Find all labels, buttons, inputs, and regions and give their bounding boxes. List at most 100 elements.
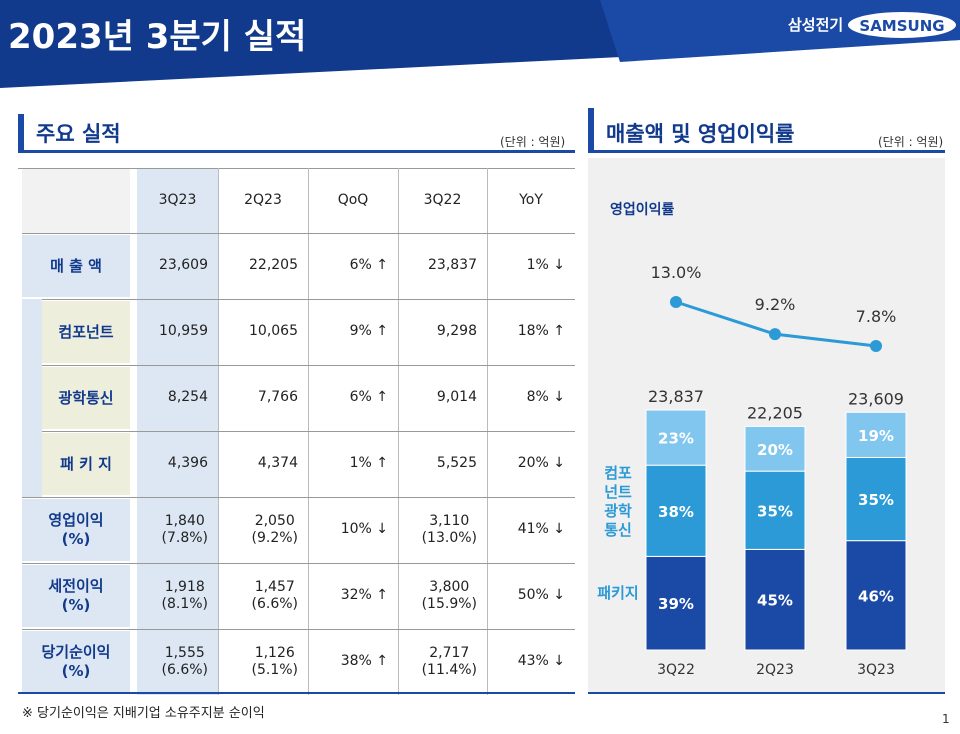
value-label: 45% xyxy=(757,592,793,610)
chart: 3Q22 39% 38% 23% 23,837 2Q23 45% 35% 20% 22,205 3Q… xyxy=(588,158,945,692)
cell: 4,396 xyxy=(167,455,208,472)
row-label: 광학통신 xyxy=(42,367,130,429)
total-label: 22,205 xyxy=(747,403,803,422)
bg xyxy=(22,299,42,365)
section-title: 주요 실적 xyxy=(36,122,121,146)
cell: 1,555 (6.6%) xyxy=(161,644,209,679)
x-tick-label: 2Q23 xyxy=(756,662,794,678)
cell: 3,800 (15.9%) xyxy=(421,578,477,613)
row-label: 패 키 지 xyxy=(42,433,130,495)
legend-label: 컴포 넌트 xyxy=(604,464,632,501)
column-header: 3Q22 xyxy=(423,191,462,208)
cell: 5,525 xyxy=(436,455,477,472)
cell: 4,374 xyxy=(257,455,298,472)
row-rule xyxy=(22,233,575,234)
row-rule xyxy=(22,563,575,564)
cell: 10% ↓ xyxy=(340,521,388,538)
value-label: 35% xyxy=(858,491,894,509)
cell: 7,766 xyxy=(257,389,298,406)
column-header: YoY xyxy=(519,191,543,208)
row-label: 당기순이익 (%) xyxy=(22,631,130,693)
cell: 6% ↑ xyxy=(349,257,388,274)
total-label: 23,837 xyxy=(648,387,704,406)
bar-segment xyxy=(845,456,907,542)
bar-segment xyxy=(744,470,806,550)
column-header: QoQ xyxy=(337,191,369,208)
bg xyxy=(22,431,42,497)
cell: 1,918 (8.1%) xyxy=(161,578,209,613)
legend-label: 패키지 xyxy=(597,584,638,602)
page-number: 1 xyxy=(942,712,950,726)
cell: 2,717 (11.4%) xyxy=(421,644,477,679)
line-name: 영업이익률 xyxy=(610,201,675,218)
section-rule xyxy=(588,150,945,153)
cell: 1,126 (5.1%) xyxy=(251,644,299,679)
header-band: 2023년 3분기 실적 삼성전기 SAMSUNG xyxy=(0,0,960,88)
bg xyxy=(22,365,42,431)
bar-segment xyxy=(645,464,707,557)
line-label: 7.8% xyxy=(856,307,897,326)
total-label: 23,609 xyxy=(848,389,904,408)
logo: SAMSUNG xyxy=(859,17,944,35)
line-point xyxy=(870,340,882,352)
cell: 10,065 xyxy=(249,323,298,340)
cell: 18% ↑ xyxy=(517,323,565,340)
bar-segment xyxy=(845,540,907,651)
cell: 22,205 xyxy=(249,257,298,274)
row-label: 매 출 액 xyxy=(22,235,130,297)
value-label: 23% xyxy=(658,430,694,448)
value-label: 46% xyxy=(858,587,894,605)
column-header: 3Q23 xyxy=(158,191,197,208)
row-label: 영업이익 (%) xyxy=(22,499,130,561)
footnote: ※ 당기순이익은 지배기업 소유주지분 순이익 xyxy=(22,706,265,721)
cell: 9,014 xyxy=(436,389,477,406)
value-label: 20% xyxy=(757,441,793,459)
cell: 1% ↓ xyxy=(526,257,565,274)
row-label: 컴포넌트 xyxy=(42,301,130,363)
cell: 32% ↑ xyxy=(340,587,388,604)
section-bar xyxy=(588,108,594,150)
value-label: 38% xyxy=(658,503,694,521)
company: 삼성전기 xyxy=(788,16,843,34)
bar-segment xyxy=(845,411,907,458)
bar-segment xyxy=(645,409,707,466)
table-rule xyxy=(18,692,575,694)
cell: 10,959 xyxy=(159,323,208,340)
cell: 1,457 (6.6%) xyxy=(251,578,299,613)
cell: 9,298 xyxy=(436,323,477,340)
line-point xyxy=(670,296,682,308)
row-rule xyxy=(22,629,575,630)
bar-segment xyxy=(744,548,806,651)
row-rule xyxy=(22,497,575,498)
chart-rule xyxy=(588,692,945,694)
legend-label: 광학 통신 xyxy=(604,502,632,539)
cell: 38% ↑ xyxy=(340,653,388,670)
unit: (단위 : 억원) xyxy=(878,135,944,149)
cell: 6% ↑ xyxy=(349,389,388,406)
row-rule xyxy=(22,431,575,432)
bar-segment xyxy=(744,425,806,472)
line-point xyxy=(769,328,781,341)
bg xyxy=(22,168,130,233)
column-header: 2Q23 xyxy=(244,191,282,208)
cell: 9% ↑ xyxy=(349,323,388,340)
value-label: 35% xyxy=(757,502,793,520)
cell: 23,837 xyxy=(428,257,477,274)
bar-segment xyxy=(645,555,707,651)
cell: 41% ↓ xyxy=(517,521,565,538)
cell: 50% ↓ xyxy=(517,587,565,604)
unit: (단위 : 억원) xyxy=(500,135,566,149)
section-bar xyxy=(18,114,24,150)
cell: 3,110 (13.0%) xyxy=(421,512,477,547)
x-tick-label: 3Q22 xyxy=(657,662,695,678)
row-label: 세전이익 (%) xyxy=(22,565,130,627)
cell: 23,609 xyxy=(159,257,208,274)
section-rule xyxy=(18,150,575,153)
line-label: 13.0% xyxy=(651,263,702,282)
x-tick-label: 3Q23 xyxy=(857,662,895,678)
line-label: 9.2% xyxy=(755,295,796,314)
value-label: 39% xyxy=(658,595,694,613)
cell: 2,050 (9.2%) xyxy=(251,512,299,547)
